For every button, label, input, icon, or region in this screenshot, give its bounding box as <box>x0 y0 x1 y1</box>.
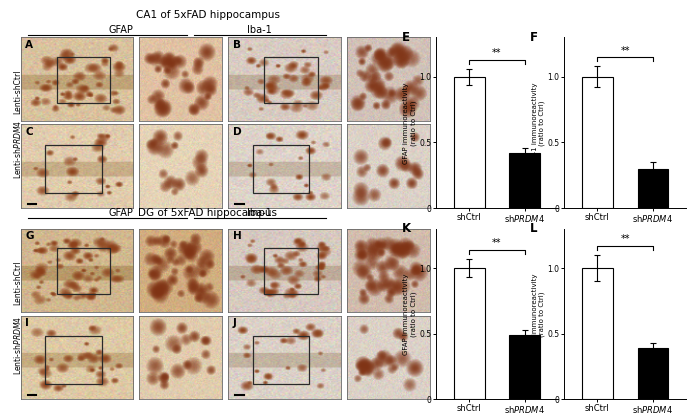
Text: A: A <box>25 40 33 50</box>
Y-axis label: Iba-1 immunoreactivity
(ratio to Ctrl): Iba-1 immunoreactivity (ratio to Ctrl) <box>532 273 545 355</box>
Text: **: ** <box>492 238 502 248</box>
Bar <box>46 336 101 384</box>
Text: Iba-1: Iba-1 <box>247 25 272 35</box>
Bar <box>638 348 668 399</box>
Bar <box>509 335 540 399</box>
Text: J: J <box>233 318 237 328</box>
Bar <box>57 248 110 294</box>
Bar <box>264 248 318 294</box>
Text: Lenti-sh$\it{PRDM4}$: Lenti-sh$\it{PRDM4}$ <box>12 316 23 375</box>
Bar <box>454 268 484 399</box>
Bar <box>454 77 484 208</box>
Text: B: B <box>233 40 241 50</box>
Text: Iba-1: Iba-1 <box>247 208 272 218</box>
Text: DG of 5xFAD hippocampus: DG of 5xFAD hippocampus <box>139 208 277 218</box>
Text: I: I <box>25 318 29 328</box>
Bar <box>264 57 318 103</box>
Text: GFAP: GFAP <box>109 208 134 218</box>
Y-axis label: GFAP immunoreactivity
(ratio to Ctrl): GFAP immunoreactivity (ratio to Ctrl) <box>403 82 417 163</box>
Y-axis label: Iba-1 immunoreactivity
(ratio to Ctrl): Iba-1 immunoreactivity (ratio to Ctrl) <box>532 82 545 163</box>
Text: K: K <box>402 222 411 235</box>
Bar <box>509 153 540 208</box>
Text: D: D <box>233 127 242 137</box>
Bar <box>582 77 613 208</box>
Text: **: ** <box>620 234 630 245</box>
Text: F: F <box>530 31 538 44</box>
Bar <box>57 57 110 103</box>
Text: CA1 of 5xFAD hippocampus: CA1 of 5xFAD hippocampus <box>136 10 280 20</box>
Bar <box>582 268 613 399</box>
Text: **: ** <box>492 48 502 59</box>
Text: C: C <box>25 127 33 137</box>
Text: Lenti-sh$\it{PRDM4}$: Lenti-sh$\it{PRDM4}$ <box>12 120 23 179</box>
Text: **: ** <box>620 46 630 56</box>
Text: GFAP: GFAP <box>109 25 134 35</box>
Text: L: L <box>530 222 538 235</box>
Bar <box>46 144 101 193</box>
Text: Lenti-shCtrl: Lenti-shCtrl <box>13 69 21 114</box>
Text: Lenti-shCtrl: Lenti-shCtrl <box>13 261 21 305</box>
Bar <box>253 336 309 384</box>
Bar <box>638 169 668 208</box>
Bar <box>253 144 309 193</box>
Text: G: G <box>25 231 34 241</box>
Y-axis label: GFAP immunoreactivity
(ratio to Ctrl): GFAP immunoreactivity (ratio to Ctrl) <box>403 273 417 355</box>
Text: H: H <box>233 231 242 241</box>
Text: E: E <box>402 31 410 44</box>
